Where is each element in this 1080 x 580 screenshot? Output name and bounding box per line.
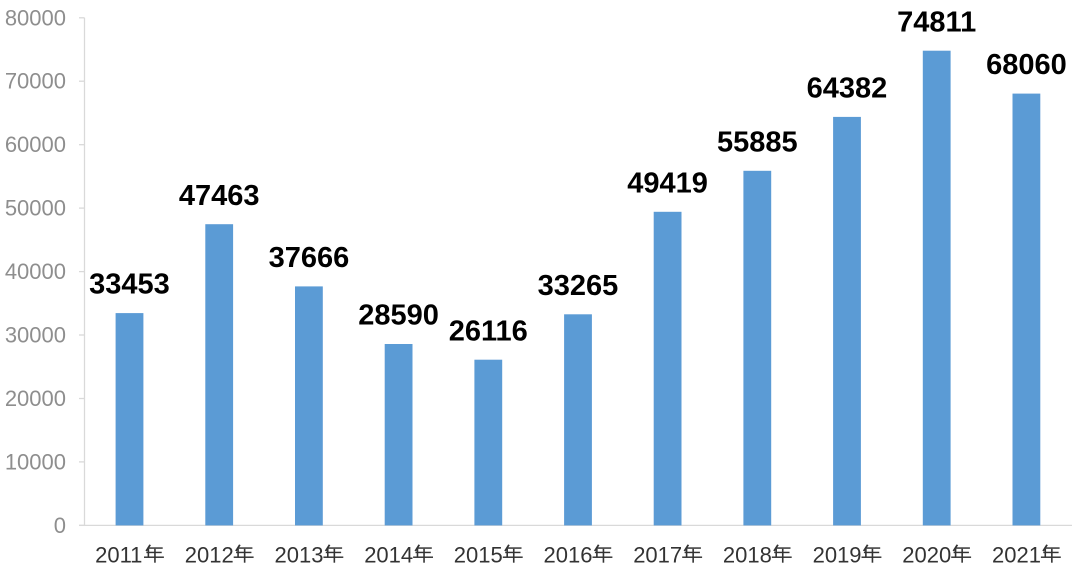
svg-text:28590: 28590 [358,300,439,332]
svg-text:60000: 60000 [5,132,66,157]
svg-text:70000: 70000 [5,69,66,94]
svg-text:20000: 20000 [5,386,66,411]
svg-text:2015: 2015 [454,543,503,568]
svg-text:30000: 30000 [5,323,66,348]
svg-text:2016: 2016 [544,543,593,568]
svg-text:49419: 49419 [627,167,708,199]
svg-text:26116: 26116 [449,315,528,347]
svg-text:0: 0 [54,513,66,538]
svg-text:2021: 2021 [992,543,1041,568]
svg-text:2012: 2012 [185,543,234,568]
svg-text:2011: 2011 [95,543,142,568]
svg-text:68060: 68060 [986,49,1067,81]
svg-text:50000: 50000 [5,196,66,221]
svg-text:47463: 47463 [179,180,260,212]
svg-text:40000: 40000 [5,259,66,284]
svg-text:33265: 33265 [538,270,619,302]
svg-text:33453: 33453 [89,269,170,301]
svg-text:2018: 2018 [723,543,772,568]
svg-text:2019: 2019 [813,543,862,568]
svg-text:2017: 2017 [633,543,682,568]
svg-text:2014: 2014 [364,543,413,568]
svg-text:37666: 37666 [269,242,350,274]
svg-text:55885: 55885 [717,126,798,158]
svg-text:80000: 80000 [5,5,66,30]
svg-text:2020: 2020 [902,543,951,568]
svg-text:2013: 2013 [275,543,324,568]
svg-text:64382: 64382 [807,73,888,105]
svg-text:74811: 74811 [897,6,976,38]
svg-text:10000: 10000 [5,449,66,474]
